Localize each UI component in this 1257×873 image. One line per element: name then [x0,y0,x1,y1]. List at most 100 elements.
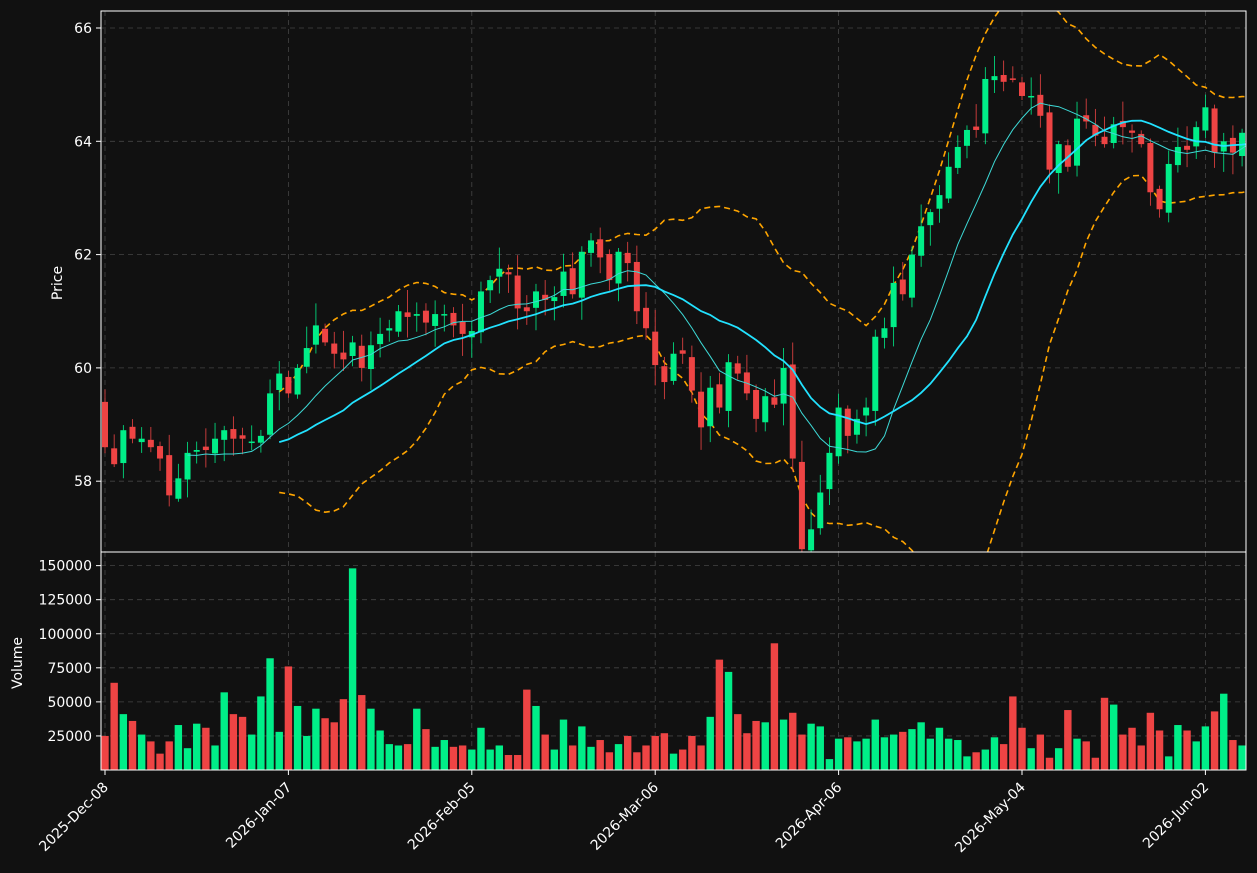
volume-bar [1210,711,1219,770]
volume-bar [202,727,210,770]
volume-bar [504,755,513,770]
candlestick [248,425,255,451]
candlestick [1147,138,1154,206]
candle-body [1055,144,1062,174]
volume-bar [394,745,403,770]
price-tick-label: 66 [74,21,92,37]
volume-bar [1220,693,1228,770]
volume-tick-label: 150000 [39,559,92,575]
volume-tick-label: 25000 [47,729,92,745]
volume-bar [523,689,531,770]
volume-bar [908,729,916,770]
volume-bar [183,748,192,770]
bollinger-bands [278,11,1246,552]
candle-body [441,314,448,316]
volume-bar [614,744,623,770]
candle-body [1092,124,1099,136]
candle-body [954,146,961,168]
candle-body [716,384,723,408]
price-tick-label: 62 [74,248,92,264]
candlestick [1101,116,1108,148]
volume-bar [981,749,990,770]
candlestick [1037,74,1044,128]
volume-bar [1128,727,1136,770]
volume-bar [1100,697,1109,770]
candle-body [413,314,420,316]
candlestick [331,331,338,369]
candle-body [129,426,136,439]
volume-bar [834,738,843,770]
candle-body [1009,78,1016,80]
volume-bar [954,740,962,770]
candle-body [349,342,356,356]
volume-bar [889,734,898,770]
volume-bar [807,723,815,770]
volume-bar [853,741,861,770]
volume-bar [513,755,522,770]
volume-bar [669,753,678,770]
candle-body [835,407,842,457]
volume-tick-label: 50000 [47,695,92,711]
candlestick [377,317,384,358]
candle-body [826,452,833,490]
volume-bar [284,666,293,770]
candle-body [982,78,989,134]
volume-tick-label: 125000 [39,593,92,609]
candle-body [514,275,521,309]
candle-body [1193,127,1200,147]
candle-body [817,492,824,529]
candlestick [1184,126,1191,168]
candle-body [312,325,319,345]
volume-bar [413,708,421,770]
candlestick [285,370,292,398]
volume-bar [999,744,1008,770]
candle-body [276,373,283,390]
candlestick [899,262,906,301]
candle-body [588,240,595,253]
candle-body [606,254,613,281]
candlestick [1193,121,1200,159]
volume-bar [1201,726,1210,770]
candle-body [367,345,374,370]
volume-bar [293,705,302,770]
volume-bar [752,720,760,770]
volume-bar [1146,712,1155,770]
candlestick [322,323,329,346]
candlestick [102,389,108,454]
volume-frame [100,551,1247,771]
candlestick [532,283,539,331]
volume-bar [229,714,238,770]
volume-bar [633,752,641,770]
candle-body [808,529,815,551]
volume-bar [1238,745,1246,770]
candlestick [413,302,420,332]
volume-bar [899,731,907,770]
candle-body [963,129,970,146]
volume-tick-label: 100000 [39,627,92,643]
candle-body [1184,145,1191,150]
candlestick [963,125,970,159]
candlestick [111,434,118,468]
volume-bar [1192,741,1200,770]
candlestick [505,264,512,293]
candle-body [853,418,860,435]
candlestick [303,326,310,374]
volume-bar [422,729,430,770]
candlestick [945,152,952,204]
volume-bar [844,737,852,770]
candle-body [248,441,255,444]
price-grid [101,11,1246,552]
volume-bar [330,722,338,770]
candlestick [606,249,613,291]
volume-bar [1110,704,1118,770]
candlestick [138,427,145,453]
volume-bar [119,714,128,770]
candlestick [569,252,576,299]
volume-bar [468,749,476,770]
candle-body [936,195,943,209]
candle-body [303,348,310,367]
candle-body [358,345,365,368]
candle-body [532,291,539,308]
candlestick [808,509,815,552]
volume-bar [238,716,247,770]
